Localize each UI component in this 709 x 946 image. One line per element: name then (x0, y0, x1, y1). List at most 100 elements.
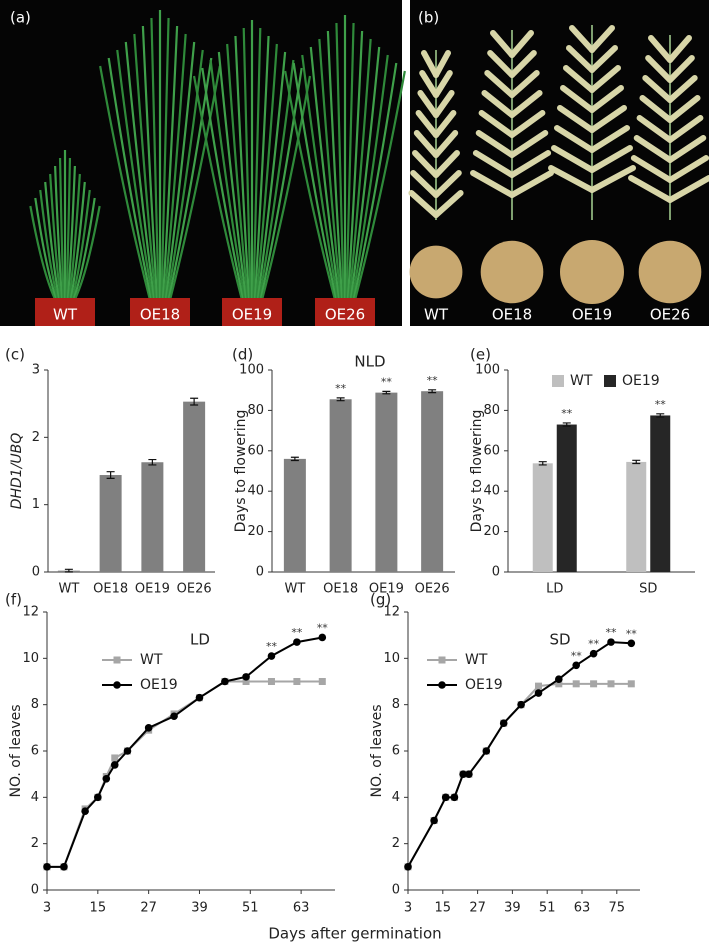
leaf (164, 41, 196, 299)
leaf (345, 22, 355, 299)
y-tick-label: 0 (32, 565, 40, 580)
legend-marker (113, 656, 121, 664)
leaf (58, 157, 65, 299)
panicle-branch (566, 45, 595, 73)
grain-pile (638, 240, 702, 304)
panicle-branch (433, 170, 462, 198)
panicle-branch (589, 105, 627, 133)
leaf (346, 30, 364, 299)
panel-label: (c) (5, 346, 25, 364)
panicle-branch (667, 135, 707, 163)
leaf (335, 22, 345, 299)
panel-label: (a) (10, 9, 31, 27)
panicle-branch (509, 70, 540, 98)
x-tick-label: OE18 (93, 582, 128, 597)
pot-label: WT (53, 306, 78, 324)
x-tick-label: OE18 (323, 582, 358, 597)
bar (183, 401, 206, 572)
legend-swatch (552, 375, 564, 387)
significance-label: ** (655, 398, 667, 411)
panicle-branch (560, 85, 595, 113)
x-tick-label: 75 (609, 901, 626, 916)
data-point (293, 638, 301, 646)
data-point (607, 638, 615, 646)
leaf (34, 197, 58, 299)
x-tick-label: WT (58, 582, 79, 597)
leaf (54, 165, 64, 299)
panicle-branch (667, 115, 704, 143)
y-tick-label: 100 (475, 363, 500, 378)
leaf (71, 189, 91, 299)
data-point (123, 747, 132, 755)
panicle-branch (433, 190, 464, 218)
panicle-branch (481, 90, 515, 118)
data-point (293, 678, 301, 685)
data-point (102, 775, 111, 783)
leaf (192, 75, 243, 299)
data-point (572, 661, 580, 670)
y-tick-label: 20 (483, 524, 500, 539)
error-bar (562, 422, 571, 427)
panicle-branch (554, 125, 595, 153)
significance-label: ** (427, 374, 439, 387)
error-bar (382, 390, 391, 395)
data-point (170, 712, 178, 721)
leaf (65, 157, 72, 299)
y-tick-label: 8 (31, 697, 39, 712)
y-axis-label: Days to flowering (469, 410, 485, 533)
panicle-branch (628, 175, 673, 203)
x-tick-label: 51 (539, 901, 556, 916)
panicle-branch (563, 65, 595, 93)
y-tick-label: 10 (22, 651, 39, 666)
leaf (163, 33, 187, 299)
panicle-branch (413, 130, 439, 158)
data-point (318, 678, 326, 685)
panicle-branch (589, 85, 624, 113)
panel-label: (g) (370, 591, 391, 609)
chart-title: LD (190, 631, 210, 649)
panicle-branch (433, 50, 451, 78)
panicle-branch (548, 165, 595, 193)
significance-label: ** (626, 627, 638, 640)
x-tick-label: 63 (293, 901, 310, 916)
y-axis-label: NO. of leaves (8, 704, 24, 797)
data-point (534, 689, 543, 697)
x-axis-label: Days after germination (268, 925, 441, 943)
sample-label: OE19 (572, 306, 612, 324)
legend-label: WT (570, 373, 593, 389)
data-point (535, 682, 542, 690)
panicle-branch (569, 25, 595, 53)
leaf (326, 30, 344, 299)
error-bar (290, 456, 299, 462)
data-point (267, 652, 276, 660)
data-point (499, 719, 508, 727)
data-point (267, 678, 275, 685)
data-point (430, 816, 438, 825)
bar (650, 415, 671, 572)
x-tick-label: 39 (191, 901, 208, 916)
significance-label: ** (317, 621, 329, 634)
legend-swatch (604, 375, 616, 387)
data-point (459, 770, 467, 778)
leaf (351, 54, 389, 299)
panicle-branch (645, 55, 673, 83)
panicle-branch (475, 130, 515, 158)
significance-label: ** (588, 638, 600, 651)
panicle-branch (417, 90, 439, 118)
panicle-branch (433, 70, 453, 98)
panicle-branch (667, 35, 692, 63)
panicle-branch (589, 45, 618, 73)
leaf (348, 38, 372, 299)
panicle-branch (433, 90, 455, 118)
leaf (252, 27, 262, 299)
x-tick-label: 51 (242, 901, 259, 916)
legend-label: OE19 (465, 677, 503, 693)
leaf (107, 57, 153, 299)
y-tick-label: 20 (247, 524, 264, 539)
panicle-branch (633, 135, 673, 163)
y-axis-label: DHD1/UBQ (9, 433, 25, 510)
data-point (555, 680, 563, 688)
leaf (234, 35, 251, 299)
panicle-branch (419, 70, 439, 98)
panel-label: (b) (418, 9, 439, 27)
